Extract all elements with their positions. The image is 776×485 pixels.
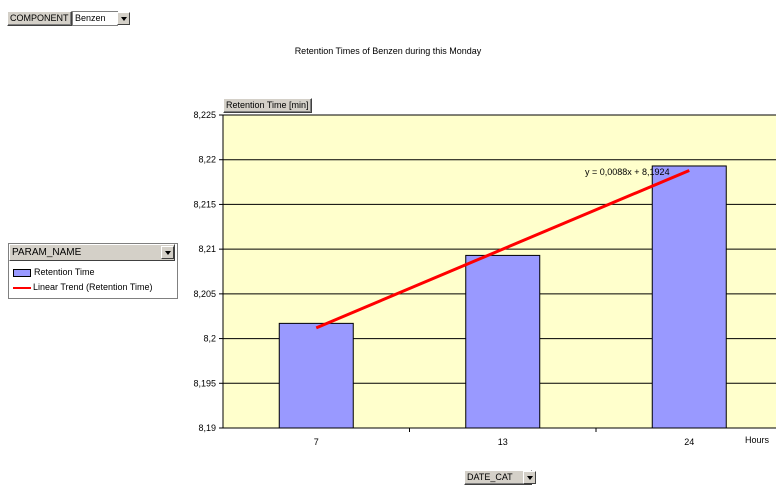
legend: PARAM_NAME Retention Time Linear Trend (… [8,243,178,299]
y-tick-label: 8,205 [193,289,216,299]
legend-header[interactable]: PARAM_NAME [9,244,175,261]
y-tick-label: 8,21 [198,244,216,254]
y-tick-label: 8,2 [203,334,216,344]
legend-item-trend: Linear Trend (Retention Time) [13,281,153,293]
legend-item-bar: Retention Time [13,266,95,278]
component-field-button[interactable]: COMPONENT [7,11,72,26]
bar-swatch-icon [13,268,31,277]
trend-line [315,169,690,330]
y-tick-label: 8,195 [193,378,216,388]
bar [651,165,727,429]
chart-title: Retention Times of Benzen during this Mo… [294,46,482,56]
trend-swatch-icon [13,286,31,289]
y-tick-label: 8,22 [198,155,216,165]
legend-dropdown-arrow-icon[interactable] [161,246,174,259]
y-tick-label: 8,225 [193,110,216,120]
component-dropdown-arrow-icon[interactable] [117,12,130,25]
trend-equation-label: y = 0,0088x + 8,1924 [585,167,670,177]
x-tick-label: 13 [498,437,508,447]
y-tick-label: 8,19 [198,423,216,433]
x-unit-label: Hours [745,435,770,445]
x-tick-label: 7 [314,437,319,447]
legend-item-label: Retention Time [34,267,95,277]
legend-header-label: PARAM_NAME [12,247,82,258]
x-tick-label: 24 [684,437,694,447]
bar [465,254,541,429]
y-axis-field-button[interactable]: Retention Time [min] [223,98,312,113]
y-tick-label: 8,215 [193,199,216,209]
legend-item-label: Linear Trend (Retention Time) [33,282,153,292]
bar [278,322,354,429]
